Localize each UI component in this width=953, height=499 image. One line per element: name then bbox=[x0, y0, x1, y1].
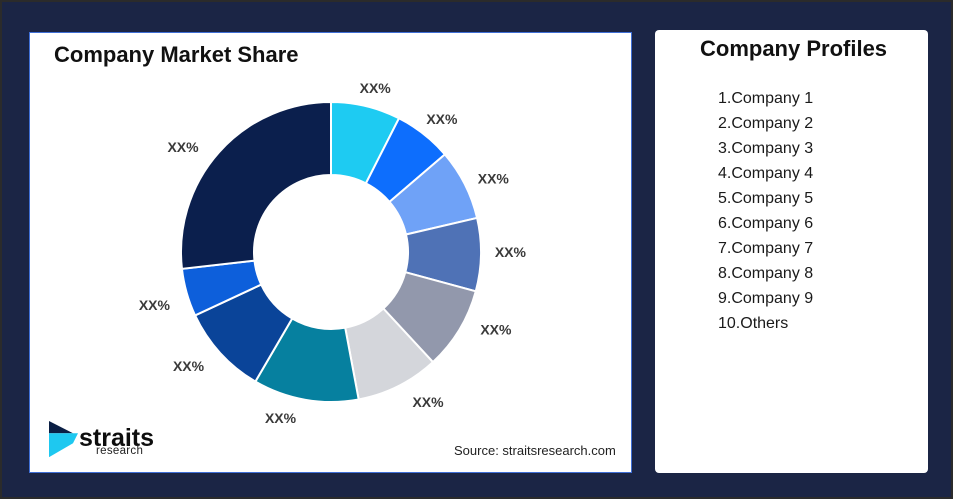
svg-text:XX%: XX% bbox=[478, 171, 510, 187]
svg-text:XX%: XX% bbox=[360, 80, 392, 96]
svg-text:XX%: XX% bbox=[265, 410, 297, 426]
svg-text:XX%: XX% bbox=[480, 321, 512, 337]
svg-text:XX%: XX% bbox=[412, 394, 444, 410]
svg-text:XX%: XX% bbox=[139, 297, 171, 313]
svg-text:XX%: XX% bbox=[426, 111, 458, 127]
svg-text:XX%: XX% bbox=[495, 244, 527, 260]
svg-text:XX%: XX% bbox=[173, 358, 205, 374]
svg-text:XX%: XX% bbox=[167, 139, 199, 155]
